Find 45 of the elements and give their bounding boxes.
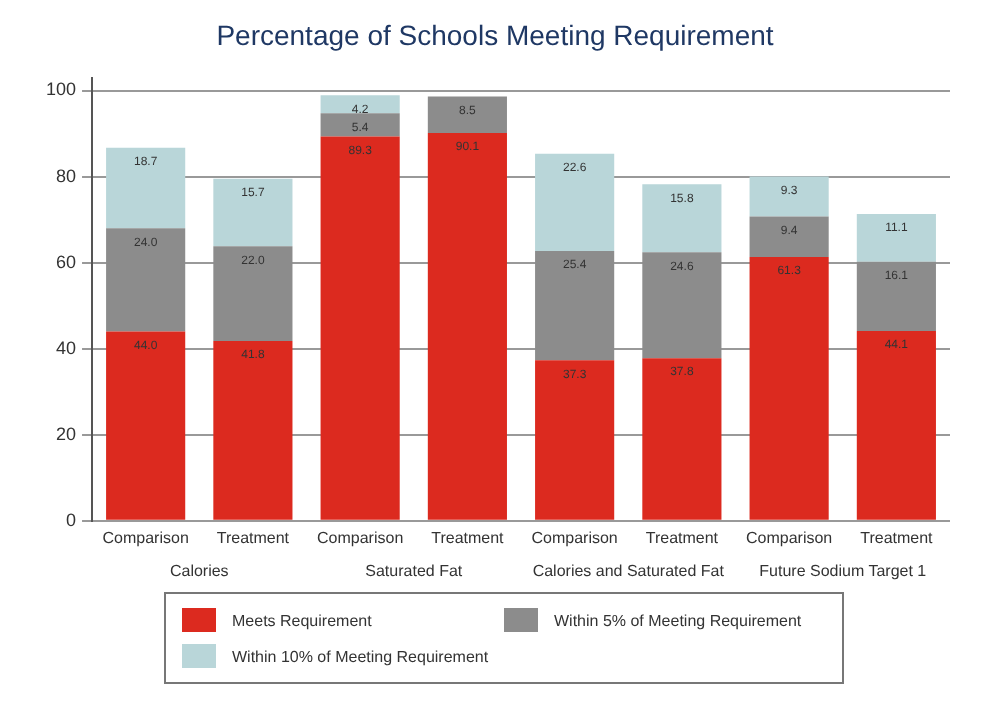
- bar: [427, 133, 507, 520]
- bar: [856, 214, 936, 262]
- bar: [106, 228, 186, 332]
- bar: [535, 360, 615, 520]
- bar: [106, 331, 186, 520]
- x-tick-label: Comparison: [102, 528, 189, 547]
- y-tick-label: 60: [56, 251, 77, 272]
- y-tick-label: 80: [56, 165, 77, 186]
- bar: [320, 95, 400, 114]
- text: Future Sodium Target 1: [759, 562, 928, 581]
- bar: [856, 261, 936, 332]
- bar: [642, 252, 722, 359]
- bar: [213, 178, 293, 247]
- x-tick-label: Comparison: [745, 528, 833, 547]
- bar: [213, 246, 293, 341]
- bar: [642, 358, 722, 520]
- x-tick-label: Comparison: [317, 528, 404, 547]
- bar: [535, 251, 615, 361]
- text: Calories: [169, 562, 229, 581]
- bar: [427, 96, 507, 134]
- bar: [106, 147, 186, 229]
- text: Saturated Fat: [365, 562, 464, 581]
- y-tick-label: 40: [56, 337, 77, 358]
- chart-title: Percentage of Schools Meeting Requirement: [216, 18, 774, 51]
- x-tick-label: Treatment: [645, 528, 720, 547]
- y-tick-label: 20: [56, 423, 77, 444]
- bar: [535, 153, 615, 252]
- legend-label: Meets Requirement: [232, 611, 372, 629]
- bar: [213, 340, 293, 520]
- bar: [749, 216, 829, 258]
- bar: [320, 113, 400, 137]
- legend-label: Within 10% of Meeting Requirement: [232, 647, 489, 665]
- bar: [749, 257, 829, 520]
- text: Calories and Saturated Fat: [532, 562, 726, 581]
- x-tick-label: Treatment: [860, 528, 935, 547]
- y-tick-label: 0: [66, 509, 77, 530]
- bar: [749, 176, 829, 217]
- bar: [856, 331, 936, 520]
- x-tick-label: Treatment: [216, 528, 291, 547]
- bar: [642, 184, 722, 253]
- x-tick-label: Comparison: [531, 528, 618, 547]
- y-tick-label: 100: [45, 79, 77, 100]
- x-tick-label: Treatment: [431, 528, 506, 547]
- bar: [320, 136, 400, 520]
- legend-label: Within 5% of Meeting Requirement: [554, 611, 802, 629]
